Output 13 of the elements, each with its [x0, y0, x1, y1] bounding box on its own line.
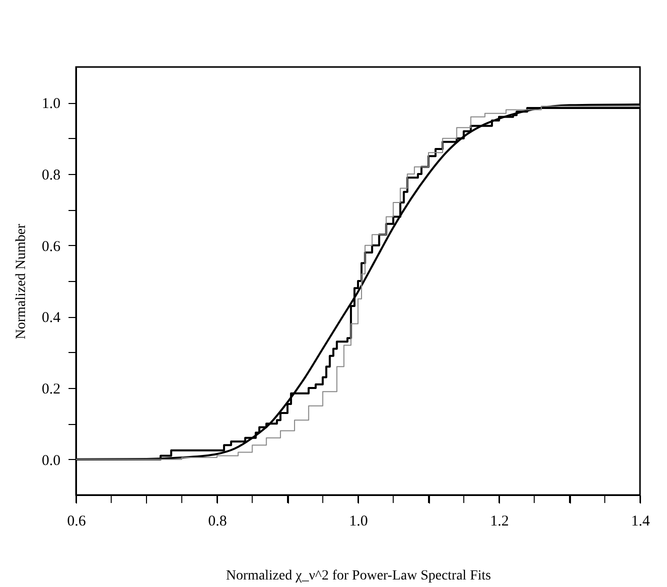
x-tick-label: 1.4	[631, 514, 650, 530]
x-tick-label: 0.6	[67, 514, 86, 530]
y-tick-label: 0.0	[42, 452, 60, 469]
x-tick-label: 1.0	[349, 514, 368, 530]
x-tick-label: 0.8	[208, 514, 227, 530]
y-tick-label: 0.6	[42, 238, 61, 255]
y-axis-title: Normalized Number	[14, 223, 29, 340]
x-tick-label: 1.2	[490, 514, 509, 530]
y-tick-label: 1.0	[42, 96, 60, 112]
y-tick-label: 0.8	[42, 168, 60, 184]
y-tick-label: 0.4	[42, 310, 61, 326]
x-axis-title: Normalized χ_ν^2 for Power-Law Spectral Fits	[226, 568, 491, 584]
y-tick-label: 0.2	[42, 382, 60, 398]
